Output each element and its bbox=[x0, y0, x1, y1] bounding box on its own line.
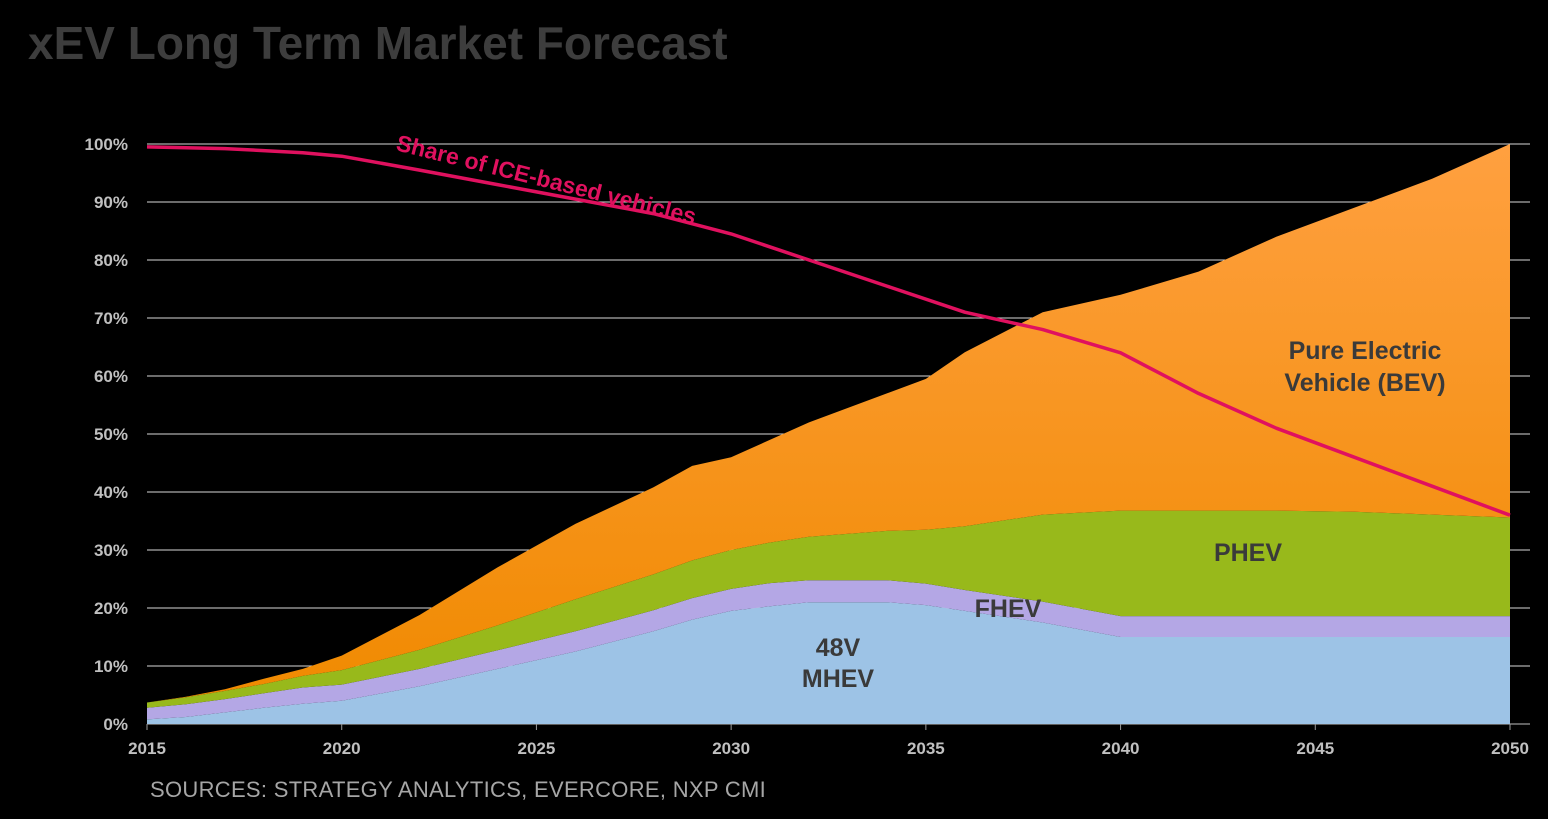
y-tick-label: 80% bbox=[94, 251, 128, 270]
x-tick-label: 2045 bbox=[1296, 739, 1334, 758]
x-tick-label: 2040 bbox=[1102, 739, 1140, 758]
ice-share-label: Share of ICE-based vehicles bbox=[394, 130, 699, 230]
mhev-label-line1: 48V bbox=[816, 634, 861, 662]
sources-footnote: SOURCES: STRATEGY ANALYTICS, EVERCORE, N… bbox=[150, 777, 767, 802]
x-tick-label: 2030 bbox=[712, 739, 750, 758]
y-tick-label: 40% bbox=[94, 483, 128, 502]
x-tick-label: 2050 bbox=[1491, 739, 1529, 758]
y-tick-label: 20% bbox=[94, 599, 128, 618]
x-tick-label: 2025 bbox=[518, 739, 556, 758]
y-tick-label: 60% bbox=[94, 367, 128, 386]
area-48v-mhev bbox=[147, 602, 1510, 724]
y-tick-label: 70% bbox=[94, 309, 128, 328]
y-tick-label: 30% bbox=[94, 541, 128, 560]
area-phev bbox=[147, 510, 1510, 708]
area-series bbox=[147, 144, 1510, 724]
bev-label-line1: Pure Electric bbox=[1289, 337, 1442, 365]
x-tick-label: 2015 bbox=[128, 739, 166, 758]
x-axis: 2015 2020 2025 2030 2035 2040 2045 2050 bbox=[128, 724, 1529, 758]
area-pure-electric-vehicle-bev bbox=[147, 144, 1510, 703]
ice-share-line bbox=[146, 145, 1511, 517]
y-tick-label: 0% bbox=[103, 715, 128, 734]
y-tick-label: 100% bbox=[85, 135, 128, 154]
phev-label: PHEV bbox=[1214, 539, 1282, 567]
area-fhev bbox=[147, 580, 1510, 720]
y-tick-label: 90% bbox=[94, 193, 128, 212]
y-axis: 0% 10% 20% 30% 40% 50% 60% 70% 80% 90% 100% bbox=[85, 135, 128, 734]
y-tick-label: 50% bbox=[94, 425, 128, 444]
mhev-label-line2: MHEV bbox=[802, 665, 875, 693]
x-tick-label: 2035 bbox=[907, 739, 945, 758]
x-tick-label: 2020 bbox=[323, 739, 361, 758]
fhev-label: FHEV bbox=[975, 595, 1042, 623]
bev-label-line2: Vehicle (BEV) bbox=[1284, 369, 1445, 397]
page-title: xEV Long Term Market Forecast bbox=[28, 17, 728, 69]
ice-share-line-layer bbox=[146, 145, 1511, 517]
y-tick-label: 10% bbox=[94, 657, 128, 676]
